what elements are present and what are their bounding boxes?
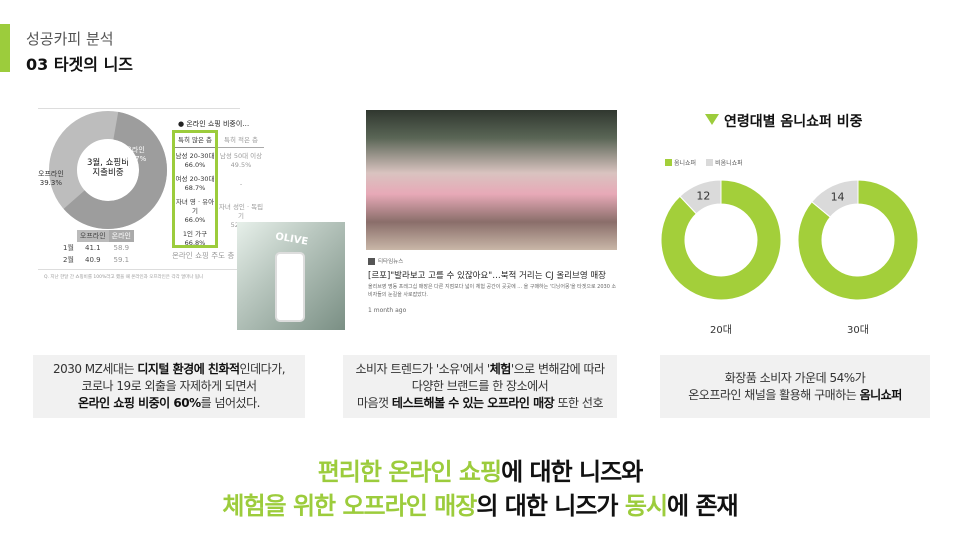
accent-bar bbox=[0, 24, 10, 72]
chart-title: 연령대별 옴니쇼퍼 비중 bbox=[724, 114, 863, 130]
shopping-share-donut bbox=[49, 111, 167, 229]
donut-center-line1: 3월, 쇼핑비 bbox=[86, 158, 130, 168]
non-omni-slice-30대 bbox=[811, 179, 859, 218]
online-label: 온라인 bbox=[125, 146, 145, 154]
insight-box-1: 2030 MZ세대는 디지털 환경에 친화적인데다가, 코로나 19로 외출을 자… bbox=[33, 355, 305, 418]
triangle-icon bbox=[705, 114, 719, 125]
headline-segment: 동시 bbox=[624, 492, 668, 520]
category-label: 20대 bbox=[710, 324, 732, 336]
monthly-table: 오프라인 온라인 1월 41.1 58.9 2월 40.9 59.1 bbox=[60, 230, 134, 266]
offline-value: 39.3% bbox=[39, 179, 62, 187]
box-line: 화장품 소비자 가운데 54%가 bbox=[724, 370, 866, 385]
box-line: 소비자 트렌드가 '소유'에서 '체험'으로 변해감에 따라 bbox=[355, 362, 605, 376]
headline-segment: 편리한 온라인 쇼핑 bbox=[317, 458, 502, 486]
high-share-group bbox=[172, 130, 218, 248]
online-slice bbox=[49, 111, 167, 229]
online-share-infographic bbox=[38, 108, 240, 270]
news-logo-icon bbox=[368, 258, 375, 265]
headline-segment: 체험을 위한 오프라인 매장 bbox=[222, 492, 477, 520]
low-header: 특히 적은 층 bbox=[218, 136, 264, 148]
legend-swatch-non-omni bbox=[706, 159, 714, 166]
headline-line1: 편리한 온라인 쇼핑에 대한 니즈와 bbox=[0, 452, 960, 487]
headline-segment: 의 대한 니즈가 bbox=[476, 492, 625, 520]
chart-legend: 옴니쇼퍼 비옴니쇼퍼 bbox=[665, 158, 743, 167]
box-line: 마음껏 테스트해볼 수 있는 오프라인 매장 또한 선호 bbox=[356, 396, 604, 410]
legend-swatch-omni bbox=[665, 159, 672, 166]
omni-slice-20대 bbox=[660, 179, 782, 301]
section-subtitle: 성공카피 분석 bbox=[26, 30, 114, 48]
headline-segment: 에 대한 니즈와 bbox=[501, 458, 643, 486]
offline-label: 오프라인 bbox=[38, 170, 64, 178]
non-omni-slice-20대 bbox=[679, 179, 722, 215]
infographic-footnote: Q. 지난 한달 간 쇼핑비를 100%라고 했을 때 온라인과 오프라인은 각… bbox=[44, 275, 204, 280]
news-snippet: 올리브영 명동 프레그십 매장은 다른 지점보다 넓이 체험 공간이 곳곳에 .… bbox=[368, 284, 617, 298]
omni-slice-30대 bbox=[797, 179, 919, 301]
data-label: 14 bbox=[831, 191, 845, 204]
omni-donut-charts: 12 20대 14 30대 bbox=[660, 179, 919, 336]
online-value: 60.7% bbox=[124, 155, 147, 163]
olive-young-app-photo: OLIVE bbox=[237, 222, 345, 330]
news-source: 티타임뉴스 bbox=[378, 259, 404, 265]
high-header: 특히 많은 층 bbox=[175, 136, 215, 148]
store-photo bbox=[366, 110, 617, 250]
headline-line2: 체험을 위한 오프라인 매장의 대한 니즈가 동시에 존재 bbox=[0, 486, 960, 521]
box-line: 온라인 쇼핑 비중이 60%를 넘어섰다. bbox=[78, 396, 260, 410]
box-line: 다양한 브랜드를 한 장소에서 bbox=[411, 379, 549, 393]
box-line: 온오프라인 채널을 활용해 구매하는 옴니쇼퍼 bbox=[688, 387, 902, 402]
box-line: 2030 MZ세대는 디지털 환경에 친화적인데다가, bbox=[52, 362, 286, 376]
bullet-title: ● 온라인 쇼핑 비중이… bbox=[178, 120, 250, 128]
page-title: 03 타겟의 니즈 bbox=[26, 55, 134, 74]
data-label: 12 bbox=[696, 189, 710, 202]
news-headline[interactable]: [르포]"발라보고 고를 수 있잖아요"…북적 거리는 CJ 올리브영 매장 bbox=[368, 271, 606, 281]
box-line: 코로나 19로 외출을 자제하게 되면서 bbox=[81, 379, 257, 393]
news-time: 1 month ago bbox=[368, 307, 407, 314]
donut-center-line2: 지출비중 bbox=[92, 168, 124, 178]
headline-segment: 에 존재 bbox=[667, 492, 739, 520]
category-label: 30대 bbox=[847, 324, 869, 336]
infographic-caption: 온라인 쇼핑 주도 층 bbox=[172, 251, 235, 260]
